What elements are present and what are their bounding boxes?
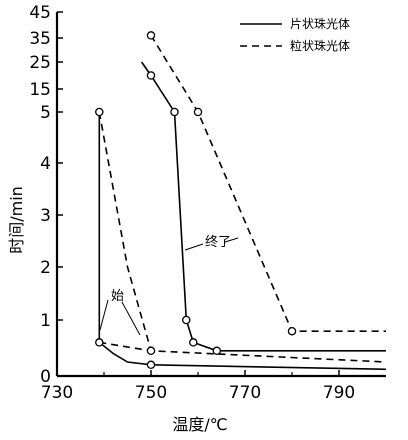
solid-marker xyxy=(189,338,198,347)
x-tick-label: 730 xyxy=(41,383,73,403)
solid-end-curve xyxy=(140,61,386,352)
y-tick-label: 45 xyxy=(29,3,51,23)
y-tick-label: 15 xyxy=(29,80,51,100)
dashed-end-curve-2 xyxy=(150,34,386,333)
dashed-marker xyxy=(193,107,203,117)
solid-marker xyxy=(146,360,156,370)
y-tick-label: 2 xyxy=(40,258,51,278)
axes xyxy=(55,12,386,378)
dashed-start-curve xyxy=(99,341,387,363)
plot-area xyxy=(95,31,387,371)
legend-label-dashed: 粒状珠光体 xyxy=(290,38,350,53)
annotation-end: 终了 xyxy=(205,234,231,250)
dashed-marker xyxy=(287,326,297,336)
y-tick-label: 5 xyxy=(40,103,51,123)
y-axis-title: 时间/min xyxy=(7,186,26,254)
legend-label-solid: 片状珠光体 xyxy=(290,17,350,31)
annotation-start: 始 xyxy=(111,289,124,304)
y-tick-label: 3 xyxy=(40,206,51,226)
y-tick-label: 1 xyxy=(40,311,51,331)
y-tick-label: 0 xyxy=(40,367,51,387)
y-tick-label: 35 xyxy=(29,29,51,49)
x-tick-label: 770 xyxy=(229,383,261,403)
solid-marker xyxy=(170,107,179,117)
x-axis-title: 温度/℃ xyxy=(172,415,227,434)
dashed-marker xyxy=(95,338,104,347)
dashed-end-curve xyxy=(98,111,152,352)
dashed-marker xyxy=(146,31,156,40)
solid-start-curve xyxy=(98,341,387,371)
solid-marker xyxy=(212,346,222,356)
annotation-start-leader xyxy=(121,301,141,336)
annotation-start-leader xyxy=(99,299,109,331)
annotation-end-leader xyxy=(184,243,204,251)
annotation-end-leader xyxy=(224,237,239,243)
x-tick-label: 790 xyxy=(323,383,355,403)
x-tick-label: 750 xyxy=(135,383,167,403)
solid-marker xyxy=(146,71,156,80)
dashed-marker xyxy=(146,346,156,356)
y-tick-label: 4 xyxy=(40,154,51,174)
solid-marker xyxy=(181,315,191,325)
dashed-marker xyxy=(95,107,104,117)
y-tick-label: 25 xyxy=(29,53,51,73)
